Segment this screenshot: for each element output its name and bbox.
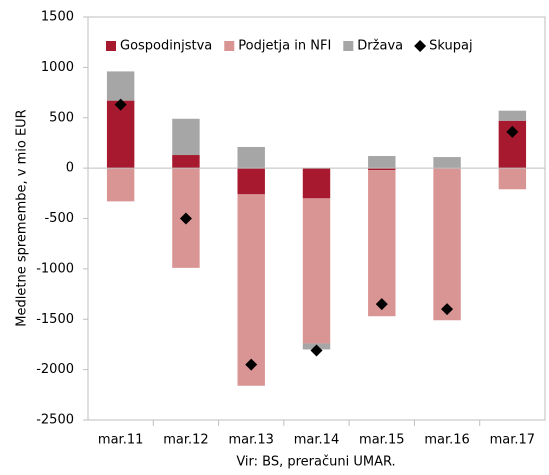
bar-segment <box>302 168 331 199</box>
bar-segment <box>172 118 200 156</box>
y-tick-label: 500 <box>49 110 74 125</box>
y-tick-label: 1000 <box>41 60 74 75</box>
x-tick-label: mar.12 <box>163 433 208 448</box>
y-axis-label: Medletne spremembe, v mio EUR <box>15 109 30 326</box>
total-marker <box>179 212 192 225</box>
total-marker <box>310 344 323 357</box>
y-tick-label: -2000 <box>36 362 74 377</box>
bar-segment <box>368 170 396 317</box>
bar-segment <box>237 194 265 386</box>
legend-label: Država <box>357 39 403 54</box>
bar-segment <box>106 168 135 202</box>
legend-swatch <box>224 41 235 51</box>
bar-segment <box>368 168 396 171</box>
total-marker <box>114 98 127 111</box>
y-tick-label: -1500 <box>36 312 74 327</box>
bar-segment <box>433 157 461 169</box>
y-tick-label: 1500 <box>41 10 74 25</box>
legend-swatch <box>343 41 354 51</box>
bar-segment <box>172 155 200 169</box>
x-tick-label: mar.13 <box>228 433 273 448</box>
legend-label: Podjetja in NFI <box>238 39 331 54</box>
bar-segment <box>498 110 527 121</box>
y-tick-label: -1000 <box>36 261 74 276</box>
bar-segment <box>106 100 135 169</box>
x-tick-label: mar.14 <box>294 433 339 448</box>
legend-marker <box>414 40 427 52</box>
y-tick-label: -500 <box>44 211 74 226</box>
bar-segment <box>302 198 331 344</box>
total-marker <box>441 303 454 316</box>
legend-label: Gospodinjstva <box>120 39 212 54</box>
x-tick-label: mar.15 <box>359 433 404 448</box>
bar-segment <box>237 168 265 195</box>
x-tick-label: mar.16 <box>424 433 469 448</box>
total-marker <box>245 358 258 371</box>
x-tick-label: mar.17 <box>490 433 535 448</box>
legend-swatch <box>106 41 116 51</box>
bar-segment <box>106 71 135 101</box>
legend-label: Skupaj <box>429 39 472 54</box>
x-tick-label: mar.11 <box>98 433 143 448</box>
total-marker <box>506 125 519 138</box>
total-marker <box>375 298 388 311</box>
bar-segment <box>237 146 265 169</box>
bar-segment <box>433 168 461 321</box>
y-tick-label: -2500 <box>36 413 74 428</box>
bar-segment <box>368 156 396 169</box>
bar-segment <box>498 168 527 190</box>
x-axis-label: Vir: BS, preračuni UMAR. <box>236 455 395 470</box>
y-tick-label: 0 <box>66 161 74 176</box>
